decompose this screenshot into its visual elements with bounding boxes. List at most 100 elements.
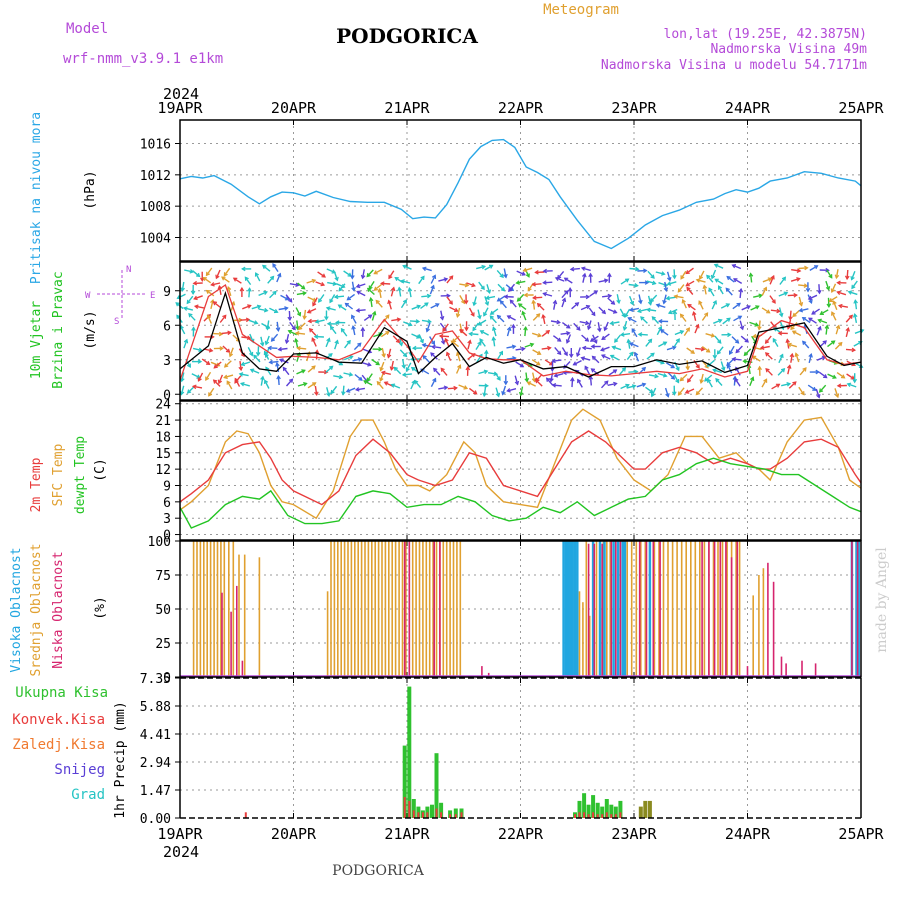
wind-arrow-head xyxy=(411,345,417,351)
wind-arrow-head xyxy=(643,268,648,274)
wind-arrow xyxy=(248,288,251,298)
wind-arrow-head xyxy=(193,304,199,309)
wind-arrow xyxy=(673,269,676,279)
wind-arrow-head xyxy=(662,373,668,378)
wind-arrow-head xyxy=(636,308,642,314)
wind-arrow-head xyxy=(188,312,193,318)
wind-arrow xyxy=(467,340,471,350)
wind-arrow xyxy=(620,278,629,285)
wind-arrow-head xyxy=(785,338,790,344)
wind-arrow-head xyxy=(675,366,680,372)
wind-arrow-head xyxy=(831,340,836,345)
wind-arrow xyxy=(352,326,356,336)
wind-arrow xyxy=(798,267,808,270)
wind-arrow-head xyxy=(241,266,246,272)
wind-arrow-head xyxy=(373,286,378,291)
wind-arrow xyxy=(213,379,221,387)
wind-arrow xyxy=(765,368,773,376)
wind-arrow xyxy=(411,333,420,339)
wind-arrow xyxy=(677,284,685,293)
wind-arrow xyxy=(620,384,630,390)
wind-arrow-head xyxy=(715,377,720,383)
total-precip-bar xyxy=(600,806,605,818)
wind-arrow-head xyxy=(684,389,690,394)
wind-arrow xyxy=(478,370,488,375)
wind-arrow-head xyxy=(549,377,554,383)
wind-arrow xyxy=(296,292,306,296)
wind-arrow-head xyxy=(511,344,517,350)
wind-arrow xyxy=(727,364,733,374)
wind-arrow-head xyxy=(718,318,723,324)
wind-arrow xyxy=(818,284,821,294)
wind-arrow xyxy=(506,345,516,349)
wind-arrow xyxy=(792,330,802,337)
wind-arrow-head xyxy=(752,333,757,339)
wind-arrow-head xyxy=(607,272,612,278)
wind-arrow xyxy=(584,366,591,375)
wind-arrow-head xyxy=(783,291,789,296)
wind-arrow-head xyxy=(439,315,445,321)
wind-arrow xyxy=(402,373,412,376)
wind-arrow-head xyxy=(695,364,700,369)
wind-arrow xyxy=(552,384,562,387)
wind-arrow-head xyxy=(699,379,704,384)
wind-arrow xyxy=(381,347,385,357)
wind-arrow-head xyxy=(612,369,618,374)
conv-precip-bar xyxy=(454,814,457,818)
wind-arrow xyxy=(497,315,505,323)
wind-arrow xyxy=(278,307,288,311)
wind-arrow xyxy=(297,282,306,290)
wind-arrow-head xyxy=(743,351,748,357)
wind-arrow xyxy=(769,275,775,285)
wind-arrow-head xyxy=(765,367,770,373)
wind-arrow-head xyxy=(714,278,719,283)
wind-arrow-head xyxy=(393,366,398,372)
wind-arrow-head xyxy=(836,280,841,286)
wind-arrow xyxy=(827,340,836,348)
wind-arrow xyxy=(552,359,562,362)
wind-arrow-head xyxy=(814,265,819,270)
total-precip-bar xyxy=(586,804,591,818)
conv-precip-bar xyxy=(417,812,420,818)
wind-arrow xyxy=(234,378,241,387)
wind-arrow-head xyxy=(270,337,276,342)
wind-arrow-head xyxy=(585,320,590,326)
wind-arrow-head xyxy=(726,361,731,367)
wind-arrow-head xyxy=(210,282,215,287)
wind-arrow xyxy=(850,270,856,280)
wind-arrow xyxy=(552,335,562,342)
wind-arrow-head xyxy=(832,300,837,305)
wind-arrow-head xyxy=(321,273,326,278)
wind-arrow-head xyxy=(503,380,509,386)
wind-arrow xyxy=(370,297,373,308)
wind-arrow-head xyxy=(346,339,351,345)
wind-arrow-head xyxy=(728,350,733,356)
wind-arrow xyxy=(854,300,858,310)
precip-legend-item: Zaledj.Kisa xyxy=(12,737,105,753)
wind-arrow xyxy=(263,351,270,360)
wind-arrow xyxy=(343,355,353,361)
wind-arrow-head xyxy=(624,278,630,283)
wind-arrow xyxy=(792,309,801,317)
wind-arrow xyxy=(846,373,855,380)
wind-arrow xyxy=(221,276,230,283)
wind-arrow-head xyxy=(401,372,407,377)
wind-arrow xyxy=(550,320,560,324)
wind-arrow-head xyxy=(499,350,503,356)
wind-arrow-head xyxy=(610,300,616,305)
wind-arrow xyxy=(674,330,684,336)
wind-arrow xyxy=(564,277,573,284)
wind-arrow-head xyxy=(277,272,282,278)
wind-arrow-head xyxy=(563,351,568,357)
wind-arrow xyxy=(524,343,534,348)
wind-arrow xyxy=(664,387,669,397)
wind-arrow-head xyxy=(848,314,853,319)
wind-arrow-head xyxy=(566,330,571,336)
wind-arrow-head xyxy=(249,368,255,373)
wind-arrow xyxy=(608,369,617,376)
conv-precip-bar xyxy=(460,812,463,818)
wind-arrow-head xyxy=(819,310,824,315)
wind-arrow-head xyxy=(604,278,609,283)
wind-arrow-head xyxy=(402,352,408,358)
wind-arrow xyxy=(761,287,767,296)
